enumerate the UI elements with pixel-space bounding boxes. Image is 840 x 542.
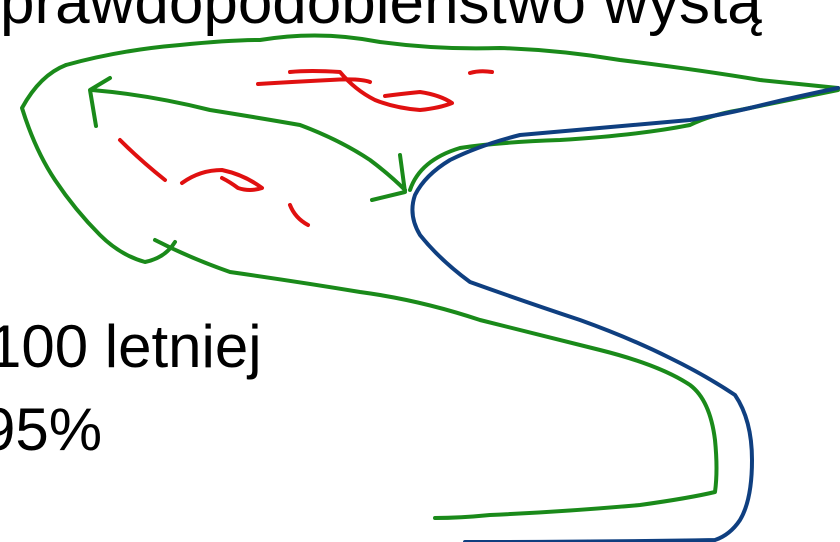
red-ink-stroke bbox=[288, 203, 310, 227]
body-text-line-2: 95% bbox=[0, 396, 103, 463]
blue-ink-stroke bbox=[410, 86, 840, 542]
body-text-line-1: 100 letniej bbox=[0, 313, 262, 380]
red-ink-stroke bbox=[180, 168, 264, 192]
slide-title-fragment: prawdopodobieństwo wystą bbox=[0, 0, 762, 37]
red-ink-stroke bbox=[256, 77, 372, 86]
red-ink-stroke bbox=[288, 69, 454, 112]
red-ink-stroke bbox=[118, 138, 167, 182]
green-outline-stroke bbox=[153, 238, 719, 520]
green-outline-stroke bbox=[408, 88, 840, 192]
green-outline-stroke bbox=[20, 63, 177, 264]
green-outline-stroke bbox=[64, 33, 840, 90]
green-arrow-head bbox=[370, 153, 407, 202]
green-arrow-stroke bbox=[90, 88, 407, 192]
red-ink-stroke bbox=[468, 69, 494, 75]
green-arrow-head bbox=[88, 76, 112, 128]
